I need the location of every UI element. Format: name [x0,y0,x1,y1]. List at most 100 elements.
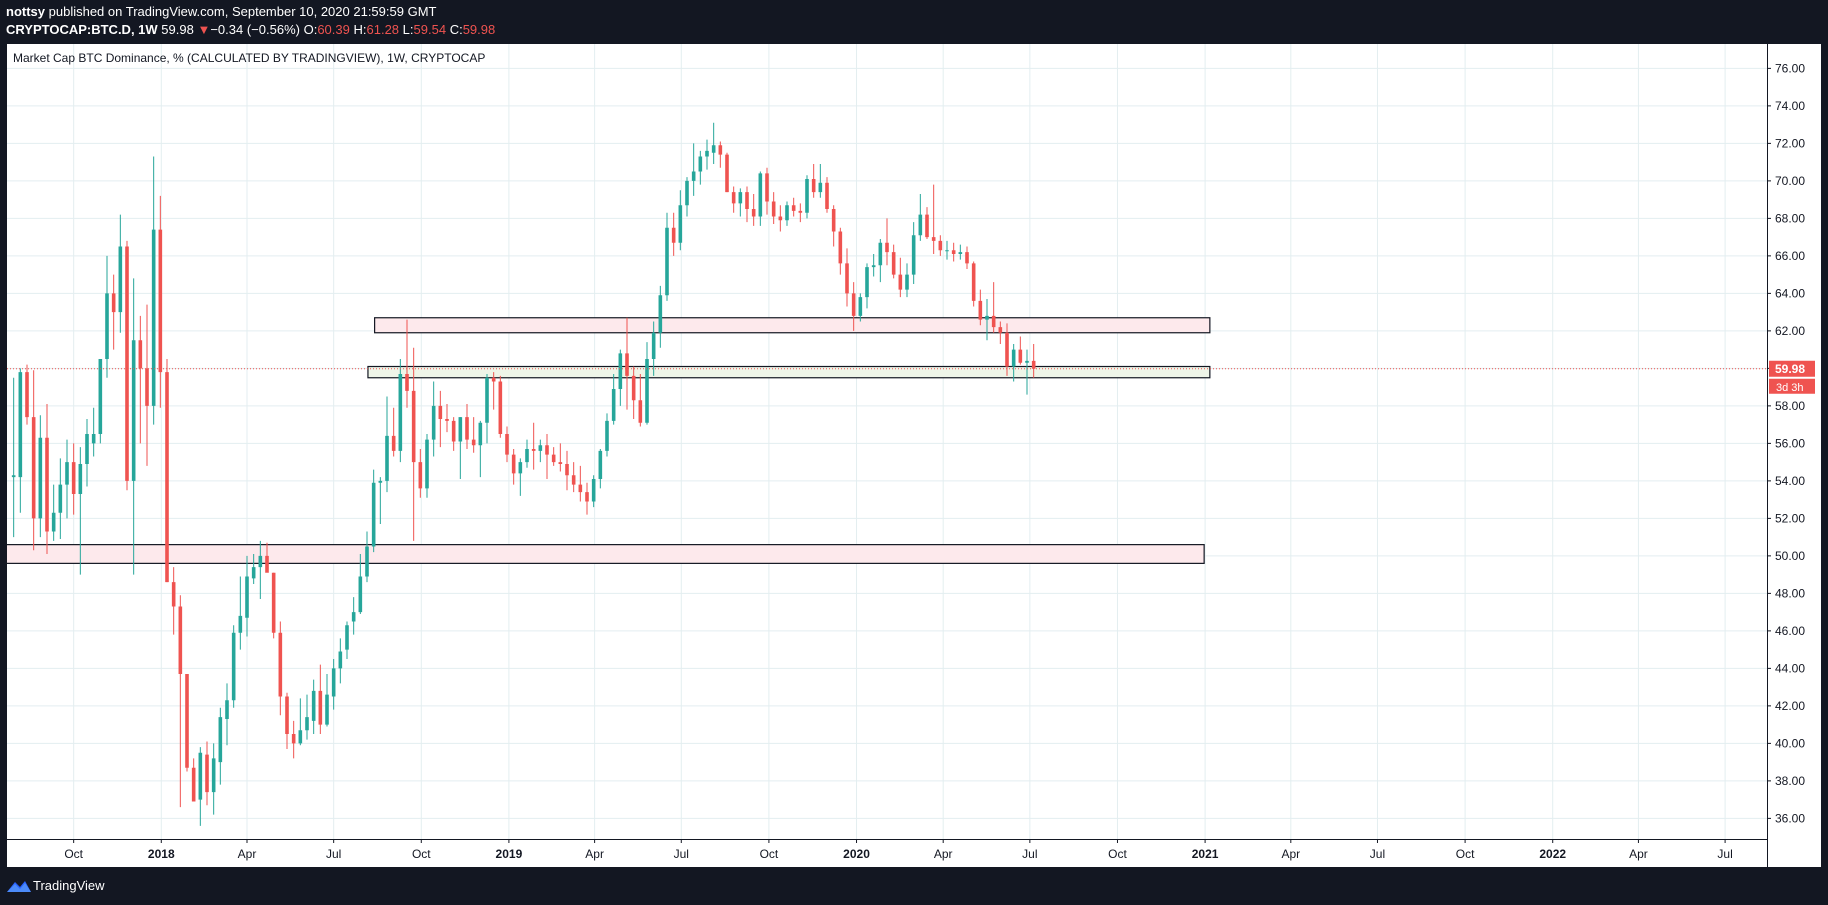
candle-body [691,171,696,181]
candle-body [145,368,149,406]
candle-body [445,419,449,421]
candle-body [171,582,176,607]
candle-body [251,567,256,579]
header-bar: nottsy published on TradingView.com, Sep… [0,0,1828,44]
candle-body [518,462,523,474]
candle-body [58,484,63,513]
candle-body [698,156,703,172]
y-tick-label: 62.00 [1775,324,1805,338]
author-name[interactable]: nottsy [6,4,45,19]
candlestick-chart[interactable]: 36.00 38.00 40.00 42.00 44.00 46.00 48.00 50.00… [7,44,1821,867]
candle-body [391,435,396,451]
candle-body [805,179,809,213]
y-tick-label: 40.00 [1775,736,1805,750]
y-tick-label: 74.00 [1775,99,1805,113]
x-tick-label: Apr [238,847,257,861]
candle-body [491,377,496,382]
candle-body [711,145,716,153]
x-tick-label: Jul [674,847,689,861]
y-tick-label: 42.00 [1775,699,1805,713]
candle-body [311,690,316,721]
candle-body [338,651,343,669]
candle-body [271,572,276,633]
zone-rectangle[interactable] [367,365,1211,379]
candle-body [651,332,656,359]
candle-body [705,150,709,157]
candle-body [231,632,236,701]
candle-body [291,734,296,744]
candle-body [925,214,929,238]
candle-body [678,205,683,243]
candle-body [731,192,736,204]
candle-body [625,353,629,376]
y-tick-label: 38.00 [1775,774,1805,788]
candle-body [771,201,776,217]
candle-body [831,209,836,232]
symbol-label: CRYPTOCAP:BTC.D, 1W [6,22,158,37]
candle-body [98,359,103,434]
zone-rectangle[interactable] [7,544,1205,564]
candle-body [745,192,749,209]
footer-brand[interactable]: TradingView [33,878,105,893]
x-tick-label: Jul [1022,847,1037,861]
publish-text: published on TradingView.com, September … [48,4,437,19]
candle-body [105,293,109,359]
candle-body [605,420,609,451]
candle-body [165,372,169,583]
candle-body [538,445,543,451]
candle-body [1011,349,1016,367]
down-arrow-icon: ▼ [197,22,211,37]
candle-body [325,694,329,725]
low-label: L: [402,22,414,37]
tradingview-logo-icon[interactable] [6,878,32,894]
candle-body [71,462,76,494]
candle-body [885,242,889,253]
candle-body [285,696,289,734]
candle-body [265,555,269,573]
candle-body [485,377,489,423]
x-tick-label: 2018 [148,847,175,861]
candle-body [845,263,849,294]
candle-body [45,437,49,532]
candle-body [465,417,469,440]
candle-body [191,767,196,802]
candle-body [598,450,603,479]
x-tick-label: Jul [1370,847,1385,861]
candle-body [871,265,876,268]
candle-body [638,400,643,423]
footer-bar: TradingView [0,867,1828,905]
candle-body [505,434,509,455]
candle-body [305,717,309,731]
candle-body [398,374,403,451]
candle-body [205,754,209,793]
zone-rectangle[interactable] [374,317,1211,334]
candle-body [91,434,96,444]
candle-body [18,372,23,478]
candle-body [631,375,636,401]
candle-body [951,250,956,254]
candle-body [878,242,883,266]
candle-body [1025,360,1029,363]
chart-area[interactable]: 36.00 38.00 40.00 42.00 44.00 46.00 48.00 50.00… [7,44,1821,867]
candle-body [671,227,676,243]
candle-body [438,405,443,419]
candle-body [685,180,689,206]
last-value: 59.98 [161,22,194,37]
candle-body [658,295,663,333]
candle-body [591,479,596,502]
candle-body [971,263,976,301]
y-tick-label: 52.00 [1775,511,1805,525]
candle-body [1031,360,1036,369]
y-tick-label: 54.00 [1775,474,1805,488]
candle-body [858,297,863,316]
x-tick-label: 2019 [496,847,523,861]
candle-body [198,752,203,800]
candle-body [411,390,416,463]
y-tick-label: 58.00 [1775,399,1805,413]
candle-body [31,417,36,519]
candle-body [531,449,536,451]
candle-body [725,154,729,193]
y-tick-label: 70.00 [1775,174,1805,188]
high-value: 61.28 [366,22,400,37]
x-tick-label: 2021 [1192,847,1219,861]
